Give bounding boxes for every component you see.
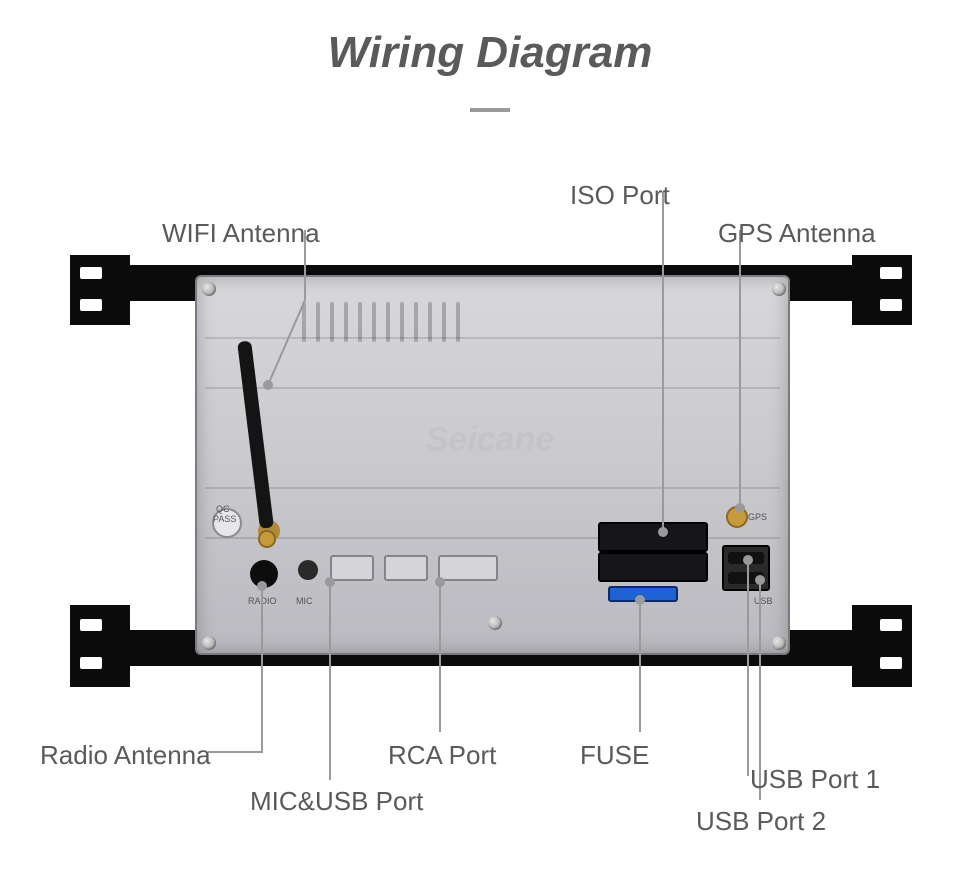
leader-radio — [208, 586, 262, 752]
label-wifi: WIFI Antenna — [162, 218, 320, 249]
leader-wifi — [268, 230, 305, 385]
label-iso: ISO Port — [570, 180, 670, 211]
label-fuse: FUSE — [580, 740, 649, 771]
label-rca: RCA Port — [388, 740, 496, 771]
diagram-stage: Wiring Diagram Seicane RADIOMICGPSUSBQCP… — [0, 0, 980, 885]
label-radio: Radio Antenna — [40, 740, 211, 771]
label-usb2: USB Port 2 — [696, 806, 826, 837]
label-micusb: MIC&USB Port — [250, 786, 423, 817]
label-gps: GPS Antenna — [718, 218, 876, 249]
label-usb1: USB Port 1 — [750, 764, 880, 795]
